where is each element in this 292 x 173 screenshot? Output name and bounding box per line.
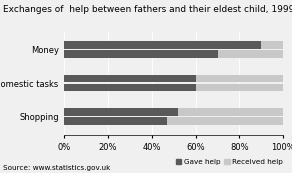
Bar [64,50,218,58]
Bar [64,41,261,49]
Bar [178,108,283,116]
Legend: Gave help, Received help: Gave help, Received help [173,156,286,168]
Text: Exchanges of  help between fathers and their eldest child, 1999: Exchanges of help between fathers and th… [3,5,292,14]
Bar [64,108,178,116]
Bar [261,41,283,49]
Bar [218,50,283,58]
Bar [196,75,283,82]
Bar [167,117,283,125]
Text: Source: www.statistics.gov.uk: Source: www.statistics.gov.uk [3,165,110,171]
Bar [196,84,283,91]
Bar [64,84,196,91]
Bar [64,117,167,125]
Bar [64,75,196,82]
